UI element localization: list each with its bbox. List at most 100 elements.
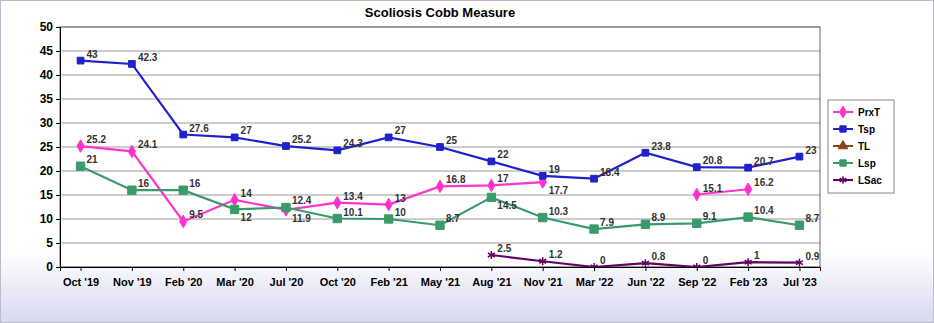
data-label: 8.7 (446, 213, 460, 224)
marker (745, 183, 752, 195)
data-label: 13 (395, 193, 407, 204)
x-axis-line (61, 268, 821, 272)
data-label: 23 (805, 145, 817, 156)
x-tick: Sep '22 (678, 267, 716, 288)
data-label: 16.8 (446, 174, 466, 185)
y-tick: 10 (40, 212, 60, 226)
data-label: 9.1 (703, 211, 717, 222)
marker (436, 180, 443, 192)
marker (180, 131, 187, 138)
marker (334, 147, 341, 154)
data-label: 21 (87, 154, 99, 165)
marker (128, 145, 135, 157)
x-tick: Feb '20 (165, 267, 202, 288)
y-tick: 20 (40, 164, 60, 178)
data-label: 16.2 (754, 177, 774, 188)
marker (487, 193, 495, 201)
legend: PrxTTspTLLspLSac (828, 100, 894, 193)
x-tick: Aug '21 (472, 267, 511, 288)
y-tick-label: 35 (40, 92, 54, 106)
y-axis-line (56, 28, 61, 268)
data-label: 43 (87, 49, 99, 60)
x-tick-label: Aug '21 (472, 276, 511, 288)
y-tick: 15 (40, 188, 60, 202)
y-tick: 5 (46, 236, 60, 250)
data-label: 13.4 (343, 191, 363, 202)
x-tick: Jul '20 (270, 267, 304, 288)
marker (590, 225, 598, 233)
marker (745, 164, 752, 171)
chart: Scoliosis Cobb Measure051015202530354045… (0, 0, 934, 323)
x-tick-mark (389, 267, 390, 271)
x-tick-mark (645, 267, 646, 271)
marker (641, 220, 649, 228)
data-label: 0.9 (805, 251, 819, 262)
x-tick: Oct '20 (320, 267, 356, 288)
data-label: 15.1 (703, 183, 723, 194)
legend-label: Lsp (858, 158, 876, 169)
data-label: 17.7 (549, 185, 569, 196)
marker (333, 214, 341, 222)
legend-marker (840, 106, 847, 118)
y-tick-mark (56, 27, 60, 28)
data-label: 27 (241, 125, 253, 136)
marker (76, 162, 84, 170)
data-label: 1.2 (549, 249, 563, 260)
data-label: 11.9 (292, 213, 311, 224)
y-tick-mark (56, 51, 60, 52)
data-label: 0 (703, 255, 709, 266)
legend-marker (838, 140, 848, 148)
marker (591, 175, 598, 182)
data-label: 24.3 (343, 138, 363, 149)
data-label: 25.2 (292, 134, 312, 145)
series-line (81, 146, 749, 221)
marker (744, 213, 752, 221)
x-tick-label: Oct '20 (320, 276, 356, 288)
data-label: 10.1 (343, 207, 363, 218)
series-group (76, 57, 803, 267)
data-label: 14 (241, 188, 253, 199)
y-tick-label: 0 (46, 260, 53, 274)
x-tick-label: Feb '20 (165, 276, 202, 288)
marker (77, 57, 84, 64)
grid-line (60, 51, 820, 52)
x-tick-mark (440, 267, 441, 271)
x-tick-label: Nov '19 (113, 276, 152, 288)
marker (642, 149, 649, 156)
title: Scoliosis Cobb Measure (365, 5, 515, 20)
plot: 05101520253035404550Oct '19Nov '19Feb '2… (40, 20, 821, 288)
y-tick-mark (56, 267, 60, 268)
marker (693, 164, 700, 171)
background (1, 1, 934, 323)
x-tick-label: Mar '22 (576, 276, 613, 288)
y-tick-mark (56, 123, 60, 124)
x-tick-label: Feb '23 (730, 276, 767, 288)
y-tick-label: 40 (40, 68, 54, 82)
marker (488, 158, 495, 165)
marker (693, 188, 700, 200)
grid (60, 27, 820, 267)
marker (282, 204, 289, 216)
marker (180, 215, 187, 227)
x-tick-mark (491, 267, 492, 271)
data-label: 42.3 (138, 52, 158, 63)
x-tick: Jun '22 (627, 267, 664, 288)
x-tick: May '21 (421, 267, 460, 288)
data-label: 0.8 (651, 251, 665, 262)
marker (77, 140, 84, 152)
data-label: 16 (138, 178, 150, 189)
y-tick-mark (56, 99, 60, 100)
y-tick: 35 (40, 92, 60, 106)
x-tick-label: Feb '21 (370, 276, 407, 288)
grid-line (60, 171, 820, 172)
series-line (81, 166, 800, 229)
data-label: 25.2 (87, 134, 107, 145)
y-tick: 30 (40, 116, 60, 130)
marker (231, 194, 238, 206)
y-tick: 40 (40, 68, 60, 82)
y-tick-mark (56, 171, 60, 172)
x-tick-label: Jul '23 (783, 276, 817, 288)
x-tick-mark (799, 267, 800, 271)
data-label: 2.5 (497, 243, 511, 254)
data-label: 22 (497, 149, 509, 160)
